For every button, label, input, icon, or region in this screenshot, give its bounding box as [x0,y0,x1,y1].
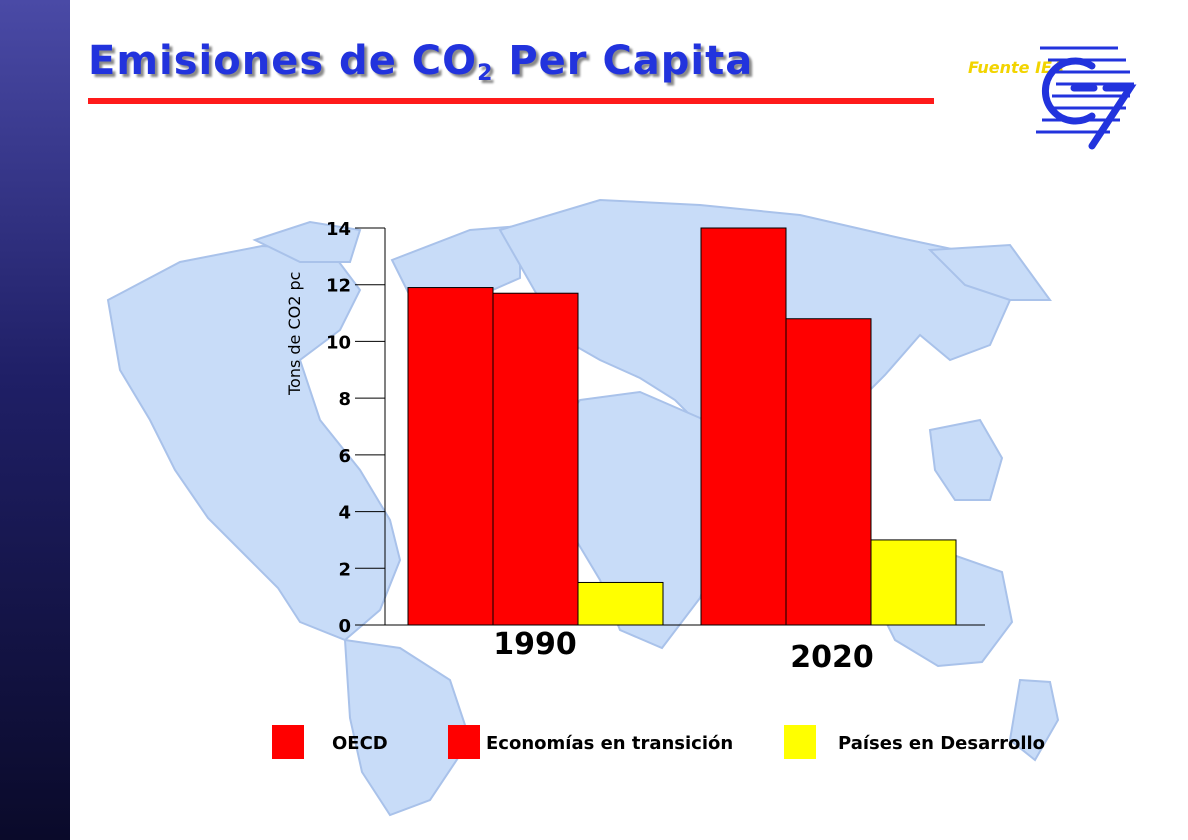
y-tick-label: 8 [338,389,351,410]
bar-2020-2 [870,539,957,626]
y-tick-label: 2 [338,559,351,580]
bars [407,227,957,626]
page-title: Emisiones de CO2 Per Capita [88,38,754,86]
legend-label-transicion: Economías en transición [486,733,733,754]
category-label-1990: 1990 [493,627,577,662]
bar-1990-1 [492,292,579,626]
legend-swatch-transicion [448,725,480,759]
legend-label-oecd: OECD [332,733,388,754]
source-label: Fuente IEA [968,58,1065,77]
sidebar-band [0,0,70,840]
y-tick-label: 12 [326,276,351,297]
bar-2020-1 [785,318,872,626]
legend-swatch-desarrollo [784,725,816,759]
legend: OECD Economías en transición Países en D… [272,725,1045,759]
y-tick-label: 4 [338,503,351,524]
bar-2020-0 [700,227,787,626]
y-axis-title: Tons de CO2 pc [285,272,304,396]
y-tick-label: 6 [338,446,351,467]
bar-1990-0 [407,287,494,626]
title-underline [88,98,934,104]
bar-1990-2 [577,581,664,626]
y-tick-label: 0 [338,616,351,637]
category-labels: 1990 2020 [493,627,874,675]
legend-swatch-oecd [272,725,304,759]
y-tick-label: 14 [326,219,351,240]
category-label-2020: 2020 [790,640,874,675]
y-tick-label: 10 [326,332,351,353]
g7-logo-icon [1036,46,1137,150]
world-map-image [106,198,1060,817]
legend-label-desarrollo: Países en Desarrollo [838,733,1045,754]
